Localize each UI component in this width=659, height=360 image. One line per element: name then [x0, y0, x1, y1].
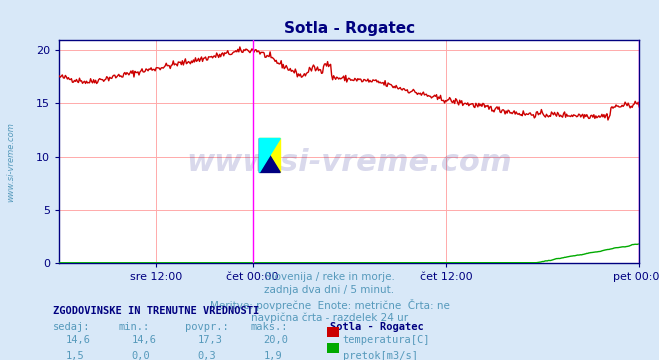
- Text: navpična črta - razdelek 24 ur: navpična črta - razdelek 24 ur: [251, 313, 408, 323]
- Text: www.si-vreme.com: www.si-vreme.com: [7, 122, 16, 202]
- Text: pretok[m3/s]: pretok[m3/s]: [343, 351, 418, 360]
- Text: Sotla - Rogatec: Sotla - Rogatec: [330, 322, 423, 332]
- Text: zadnja dva dni / 5 minut.: zadnja dva dni / 5 minut.: [264, 285, 395, 296]
- Text: min.:: min.:: [119, 322, 150, 332]
- Text: ZGODOVINSKE IN TRENUTNE VREDNOSTI: ZGODOVINSKE IN TRENUTNE VREDNOSTI: [53, 306, 259, 316]
- Text: 17,3: 17,3: [198, 335, 223, 345]
- Polygon shape: [260, 139, 280, 172]
- Text: 0,3: 0,3: [198, 351, 216, 360]
- Text: 1,5: 1,5: [66, 351, 84, 360]
- Polygon shape: [260, 139, 280, 172]
- Polygon shape: [260, 139, 280, 172]
- Text: 14,6: 14,6: [132, 335, 157, 345]
- Text: maks.:: maks.:: [250, 322, 288, 332]
- Text: 0,0: 0,0: [132, 351, 150, 360]
- Text: 14,6: 14,6: [66, 335, 91, 345]
- Text: 20,0: 20,0: [264, 335, 289, 345]
- Text: sedaj:: sedaj:: [53, 322, 90, 332]
- Text: povpr.:: povpr.:: [185, 322, 228, 332]
- Text: www.si-vreme.com: www.si-vreme.com: [186, 148, 512, 177]
- Title: Sotla - Rogatec: Sotla - Rogatec: [284, 21, 415, 36]
- Text: Slovenija / reke in morje.: Slovenija / reke in morje.: [264, 272, 395, 282]
- Text: Meritve: povprečne  Enote: metrične  Črta: ne: Meritve: povprečne Enote: metrične Črta:…: [210, 299, 449, 311]
- Text: temperatura[C]: temperatura[C]: [343, 335, 430, 345]
- Text: 1,9: 1,9: [264, 351, 282, 360]
